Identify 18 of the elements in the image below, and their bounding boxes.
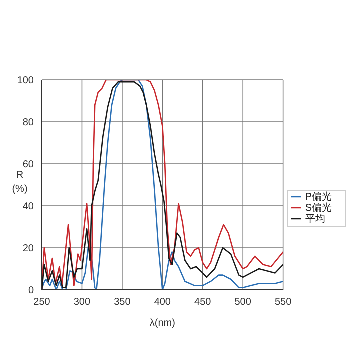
x-tick-label: 400 — [154, 297, 172, 308]
x-tick-label: 350 — [114, 297, 132, 308]
x-tick-label: 300 — [74, 297, 91, 308]
legend-label: S偏光 — [305, 203, 332, 214]
x-tick-label: 500 — [234, 297, 252, 308]
y-tick-label: 0 — [28, 286, 34, 297]
x-axis-title: λ(nm) — [150, 318, 176, 329]
y-tick-label: 20 — [22, 244, 34, 255]
y-tick-label: 80 — [22, 118, 34, 129]
x-tick-label: 250 — [34, 297, 51, 308]
y-tick-label: 100 — [17, 76, 34, 87]
legend-label: 平均 — [305, 214, 326, 225]
y-tick-label: 40 — [22, 202, 34, 213]
y-axis-title: R (%) — [12, 170, 28, 195]
x-tick-label: 550 — [274, 297, 292, 308]
y-tick-label: 60 — [22, 160, 34, 171]
legend-label: P偏光 — [305, 192, 332, 203]
x-tick-label: 450 — [194, 297, 212, 308]
